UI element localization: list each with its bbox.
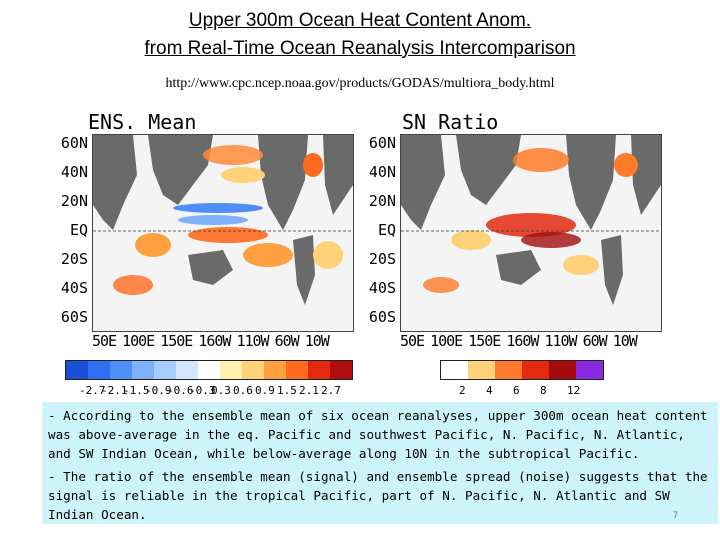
legend-label: -2.1 — [101, 384, 128, 397]
lon-label: 110W — [544, 332, 577, 350]
ens-mean-map — [92, 134, 354, 332]
sn-ratio-map-graphic — [401, 135, 661, 305]
legend-label: -0.9 — [145, 384, 172, 397]
legend-label: 0.6 — [233, 384, 253, 397]
ens-mean-panel-title: ENS. Mean — [88, 110, 197, 134]
legend-label: -0.3 — [189, 384, 216, 397]
legend-swatch — [308, 361, 330, 379]
slide-title-line1: Upper 300m Ocean Heat Content Anom. — [188, 10, 532, 31]
legend-label: 8 — [540, 384, 547, 397]
lat-label: 20N — [368, 192, 396, 210]
notes-box: - According to the ensemble mean of six … — [42, 402, 718, 524]
legend-swatch — [176, 361, 198, 379]
note-ensemble-mean: - According to the ensemble mean of six … — [48, 408, 708, 461]
lon-label: 150E — [468, 332, 501, 350]
ens-mean-color-legend — [65, 360, 353, 380]
lon-label: 110W — [236, 332, 269, 350]
legend-label: -1.5 — [123, 384, 150, 397]
sn-ratio-color-legend — [440, 360, 604, 380]
lon-label: 50E — [92, 332, 117, 350]
legend-label: 2 — [459, 384, 466, 397]
lat-label: 60S — [368, 308, 396, 326]
page-number: 7 — [672, 510, 678, 520]
lon-label: 160W — [506, 332, 539, 350]
legend-swatch — [549, 361, 576, 379]
lat-label: 60N — [60, 134, 88, 152]
legend-swatch — [132, 361, 154, 379]
lon-label: 10W — [612, 332, 638, 350]
legend-swatch — [441, 361, 468, 379]
lon-label: 10W — [304, 332, 330, 350]
lat-label: 20N — [60, 192, 88, 210]
legend-label: 0.3 — [211, 384, 231, 397]
legend-label: -2.7 — [79, 384, 106, 397]
lat-label: 40N — [60, 163, 88, 181]
legend-swatch — [220, 361, 242, 379]
legend-swatch — [66, 361, 88, 379]
lon-label: 100E — [122, 332, 155, 350]
lat-label: EQ — [377, 221, 396, 239]
legend-swatch — [242, 361, 264, 379]
legend-swatch — [522, 361, 549, 379]
legend-label: 12 — [567, 384, 581, 397]
legend-label: -0.6 — [167, 384, 194, 397]
legend-swatch — [198, 361, 220, 379]
legend-swatch — [88, 361, 110, 379]
lat-label: EQ — [69, 221, 88, 239]
lon-label: 60W — [582, 332, 608, 350]
lat-label: 40N — [368, 163, 396, 181]
source-url[interactable]: http://www.cpc.ncep.noaa.gov/products/GO… — [165, 76, 555, 91]
lon-label: 150E — [160, 332, 193, 350]
lon-label: 160W — [198, 332, 231, 350]
legend-label: 1.5 — [277, 384, 297, 397]
ens-mean-lon-labels: 50E 100E 150E 160W 110W 60W 10W — [92, 332, 335, 354]
lon-label: 60W — [274, 332, 300, 350]
lat-label: 20S — [60, 250, 88, 268]
legend-label: 4 — [486, 384, 493, 397]
legend-swatch — [495, 361, 522, 379]
legend-swatch — [110, 361, 132, 379]
legend-label: 2.1 — [299, 384, 319, 397]
ens-mean-lat-labels: 60N 40N 20N EQ 20S 40S 60S — [50, 136, 90, 332]
legend-swatch — [286, 361, 308, 379]
ens-mean-map-graphic — [93, 135, 353, 305]
lon-label: 50E — [400, 332, 425, 350]
legend-label: 2.7 — [321, 384, 341, 397]
legend-swatch — [468, 361, 495, 379]
legend-swatch — [154, 361, 176, 379]
lat-label: 40S — [368, 279, 396, 297]
lat-label: 20S — [368, 250, 396, 268]
legend-label: 6 — [513, 384, 520, 397]
slide-title-line2: from Real-Time Ocean Reanalysis Intercom… — [144, 38, 576, 59]
legend-label: 0.9 — [255, 384, 275, 397]
sn-ratio-panel-title: SN Ratio — [402, 110, 499, 134]
legend-swatch — [576, 361, 603, 379]
sn-ratio-lon-labels: 50E 100E 150E 160W 110W 60W 10W — [400, 332, 643, 354]
legend-swatch — [264, 361, 286, 379]
lat-label: 60S — [60, 308, 88, 326]
lat-label: 40S — [60, 279, 88, 297]
sn-ratio-map — [400, 134, 662, 332]
lat-label: 60N — [368, 134, 396, 152]
sn-ratio-lat-labels: 60N 40N 20N EQ 20S 40S 60S — [358, 136, 398, 332]
note-signal-noise: - The ratio of the ensemble mean (signal… — [48, 469, 708, 522]
legend-swatch — [330, 361, 352, 379]
lon-label: 100E — [430, 332, 463, 350]
